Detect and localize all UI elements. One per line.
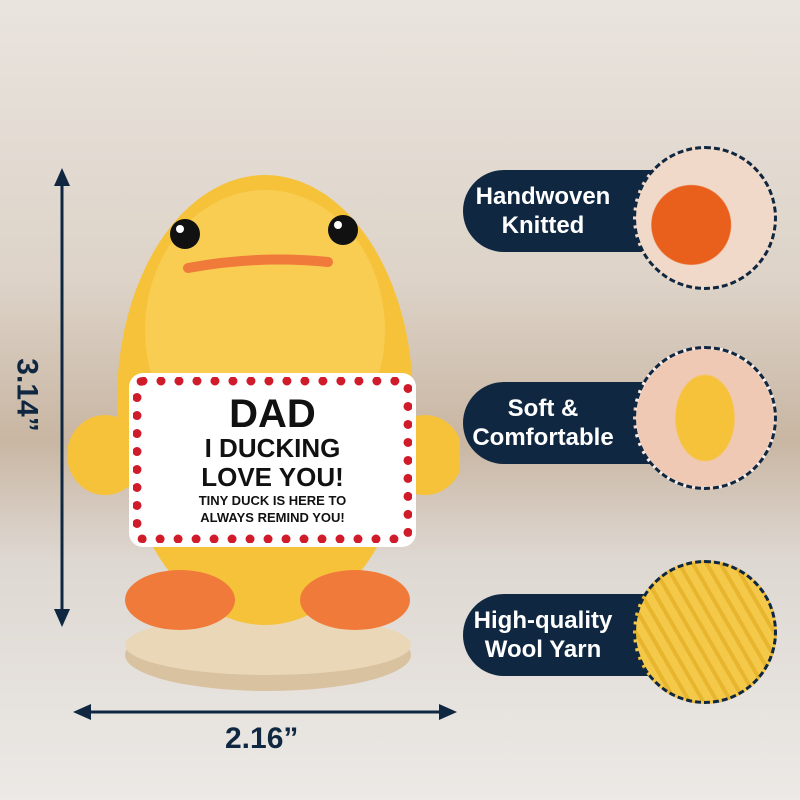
feature-label: Soft & [507, 395, 579, 422]
knitting-hands-photo-icon [633, 146, 777, 290]
card-line-4: TINY DUCK IS HERE TO [198, 493, 347, 508]
card-line-2: I DUCKING [204, 433, 341, 463]
message-card: DAD I DUCKING LOVE YOU! TINY DUCK IS HER… [133, 377, 412, 543]
width-label: 2.16” [225, 722, 299, 755]
card-line-1: DAD [229, 392, 316, 436]
card-line-3: LOVE YOU! [201, 462, 344, 492]
feature-label: High-quality [473, 607, 613, 634]
feature-soft: Soft & Comfortable [463, 382, 663, 464]
feature-label: Wool Yarn [484, 636, 602, 663]
card-line-5: ALWAYS REMIND YOU! [200, 510, 345, 525]
duck-product-image [67, 175, 460, 691]
duck-in-hands-photo-icon [633, 346, 777, 490]
feature-wool: High-quality Wool Yarn [463, 594, 663, 676]
yarn-closeup-photo-icon [633, 560, 777, 704]
feature-label: Handwoven [475, 183, 611, 210]
feature-handwoven: Handwoven Knitted [463, 170, 663, 252]
feature-label: Comfortable [472, 424, 614, 451]
feature-label: Knitted [501, 212, 585, 239]
